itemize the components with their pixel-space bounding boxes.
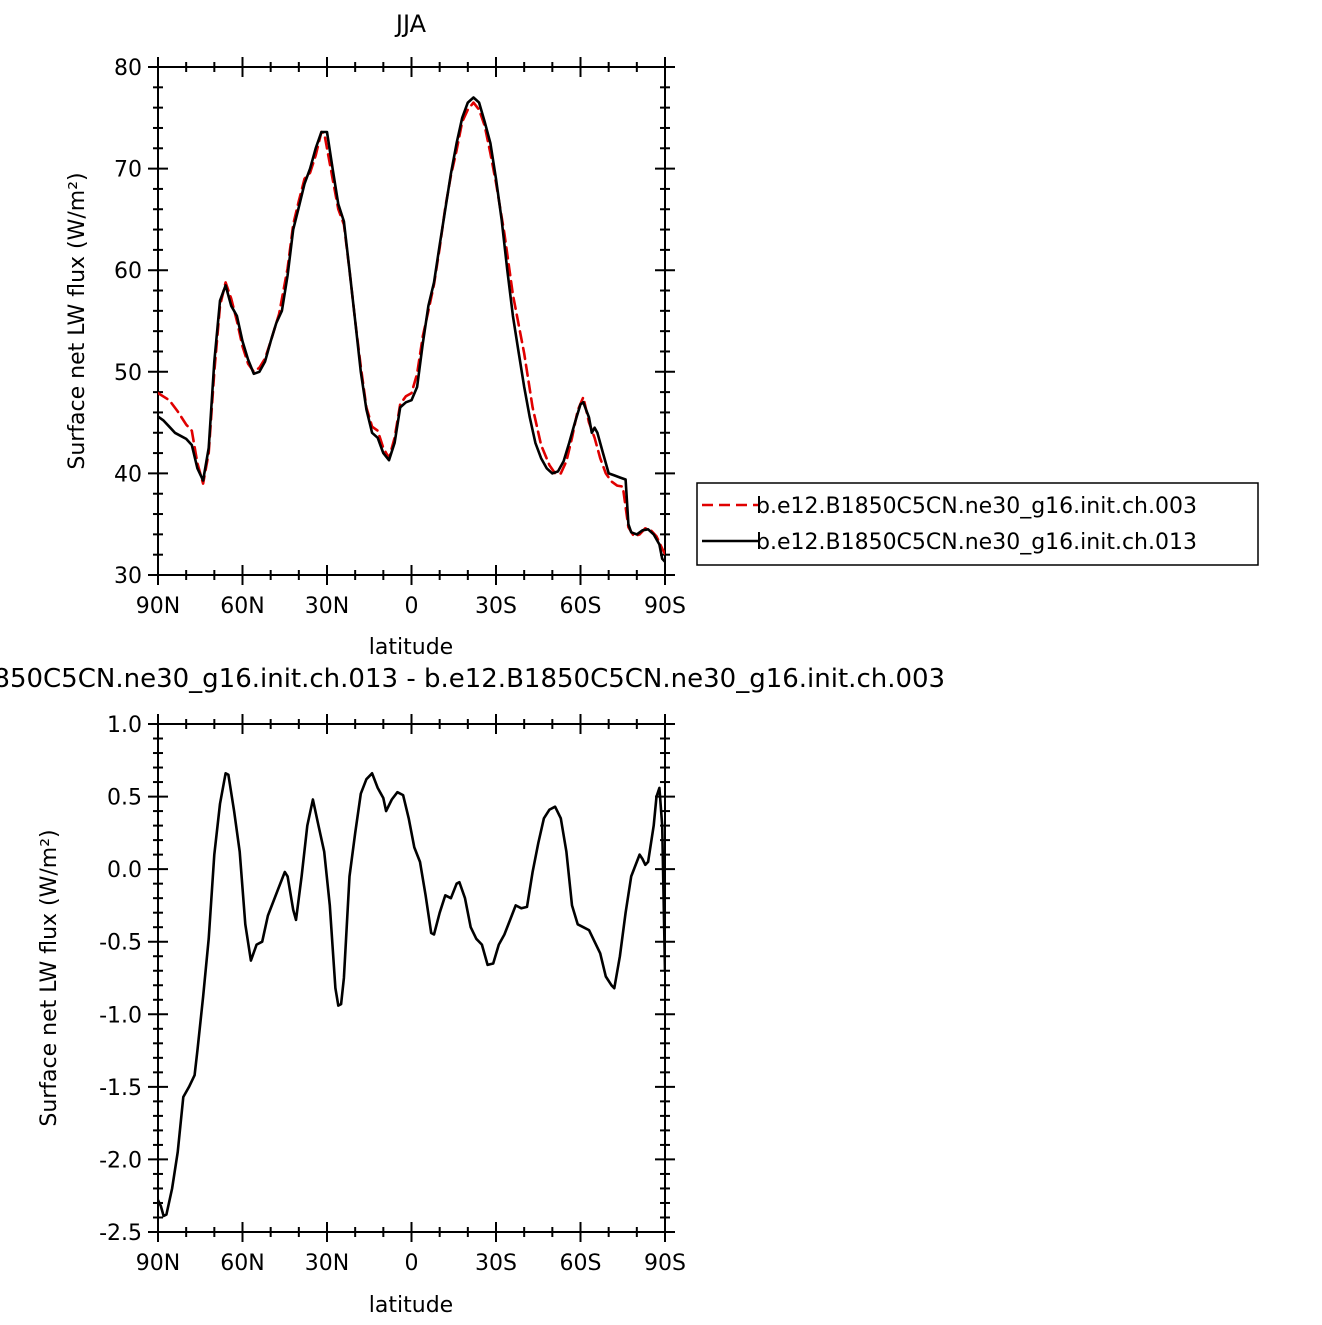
bottom-ticks [148, 714, 675, 1242]
x-tick-label: 90N [136, 594, 180, 619]
y-tick-label: -2.0 [99, 1148, 142, 1173]
x-tick-label: 90N [136, 1251, 180, 1276]
legend-box [696, 482, 1259, 566]
y-tick-label: 40 [114, 462, 142, 487]
x-tick-label: 30S [475, 594, 517, 619]
x-tick-label: 30N [305, 1251, 349, 1276]
y-tick-label: -0.5 [99, 931, 142, 956]
top-x-tick-labels: 90N 60N 30N 0 30S 60S 90S [136, 594, 686, 619]
x-tick-label: 60N [220, 594, 264, 619]
x-tick-label: 90S [644, 594, 686, 619]
y-tick-label: -2.5 [99, 1221, 142, 1246]
legend-entry-series-1: b.e12.B1850C5CN.ne30_g16.init.ch.003 [756, 494, 1197, 519]
x-tick-label: 30N [305, 594, 349, 619]
top-series-line-2 [158, 96, 665, 564]
x-tick-label: 90S [644, 1251, 686, 1276]
y-tick-label: 80 [114, 56, 142, 81]
y-tick-label: 60 [114, 259, 142, 284]
bottom-x-tick-labels: 90N 60N 30N 0 30S 60S 90S [136, 1251, 686, 1276]
bottom-y-axis-label: Surface net LW flux (W/m²) [37, 829, 62, 1126]
bottom-plot-frame [157, 723, 666, 1233]
x-tick-label: 60S [560, 594, 602, 619]
top-y-axis-label: Surface net LW flux (W/m²) [65, 172, 90, 469]
bottom-panel: b.e12.B1850C5CN.ne30_g16.init.ch.013 - b… [0, 664, 945, 1318]
top-plot-frame [157, 66, 666, 576]
x-tick-label: 0 [405, 594, 419, 619]
bottom-series-line-1 [158, 772, 665, 1218]
x-tick-label: 60N [220, 1251, 264, 1276]
top-y-tick-labels: 30 40 50 60 70 80 [114, 56, 142, 589]
x-tick-label: 0 [405, 1251, 419, 1276]
top-x-axis-label: latitude [369, 635, 453, 660]
top-panel: JJA 30 40 50 60 70 80 90N 60N 30N 0 30S 60S 90S lat… [65, 10, 1259, 660]
y-tick-label: -1.0 [99, 1003, 142, 1028]
x-tick-label: 60S [560, 1251, 602, 1276]
top-series-group [158, 96, 665, 564]
top-series-line-1 [158, 101, 665, 555]
y-tick-label: 0.5 [107, 786, 142, 811]
legend: b.e12.B1850C5CN.ne30_g16.init.ch.003 b.e… [696, 482, 1259, 566]
legend-entry-series-2: b.e12.B1850C5CN.ne30_g16.init.ch.013 [756, 530, 1197, 555]
bottom-y-tick-labels: -2.5 -2.0 -1.5 -1.0 -0.5 0.0 0.5 1.0 [99, 713, 142, 1246]
x-tick-label: 30S [475, 1251, 517, 1276]
y-tick-label: 0.0 [107, 858, 142, 883]
bottom-x-axis-label: latitude [369, 1293, 453, 1318]
bottom-title: b.e12.B1850C5CN.ne30_g16.init.ch.013 - b… [0, 664, 945, 694]
y-tick-label: 50 [114, 361, 142, 386]
y-tick-label: 70 [114, 158, 142, 183]
top-title: JJA [394, 10, 427, 38]
top-ticks [148, 57, 675, 585]
y-tick-label: 1.0 [107, 713, 142, 738]
y-tick-label: -1.5 [99, 1076, 142, 1101]
y-tick-label: 30 [114, 564, 142, 589]
bottom-series-group [158, 772, 665, 1218]
